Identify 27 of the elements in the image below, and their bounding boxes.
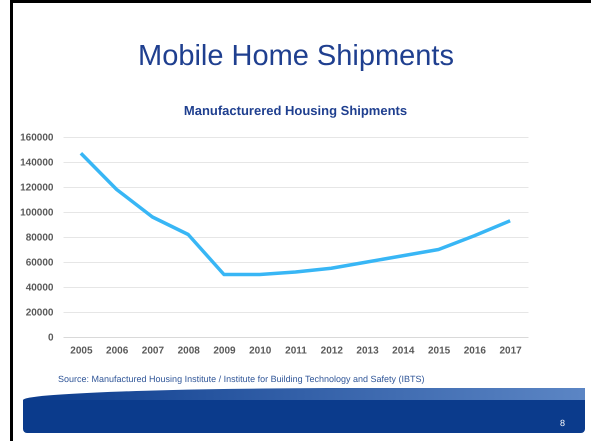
x-tick-label: 2015 bbox=[428, 346, 451, 356]
x-tick-label: 2007 bbox=[142, 346, 164, 356]
x-tick-label: 2014 bbox=[392, 346, 415, 356]
x-tick-label: 2013 bbox=[356, 346, 380, 356]
y-tick-label: 80000 bbox=[26, 232, 54, 244]
chart-title: Mobile Home Shipments bbox=[137, 40, 455, 73]
y-tick-label: 120000 bbox=[20, 182, 54, 194]
x-tick-label: 2008 bbox=[178, 346, 200, 356]
line-series bbox=[79, 152, 512, 276]
y-tick-label: 140000 bbox=[20, 158, 54, 168]
chart-subtitle: Manufacturered Housing Shipments bbox=[184, 103, 408, 118]
y-tick-label: 0 bbox=[48, 332, 54, 344]
x-tick-label: 2006 bbox=[106, 346, 129, 356]
x-tick-label: 2012 bbox=[320, 346, 344, 356]
text: 8 bbox=[560, 418, 566, 428]
y-tick-label: 60000 bbox=[26, 258, 54, 268]
x-tick-label: 2017 bbox=[499, 346, 522, 356]
y-tick-label: 20000 bbox=[26, 308, 54, 318]
y-tick-label: 100000 bbox=[20, 208, 54, 218]
y-tick-label: 160000 bbox=[20, 132, 54, 144]
x-tick-label: 2010 bbox=[249, 346, 272, 356]
x-tick-label: 2009 bbox=[213, 346, 236, 356]
x-tick-label: 2005 bbox=[70, 346, 93, 356]
source-note: Source: Manufactured Housing Institute / Institute for Building Technology and Safety (IBTS) bbox=[58, 374, 425, 384]
x-tick-label: 2016 bbox=[464, 346, 486, 356]
y-tick-label: 40000 bbox=[26, 282, 54, 294]
x-tick-label: 2011 bbox=[285, 346, 308, 356]
